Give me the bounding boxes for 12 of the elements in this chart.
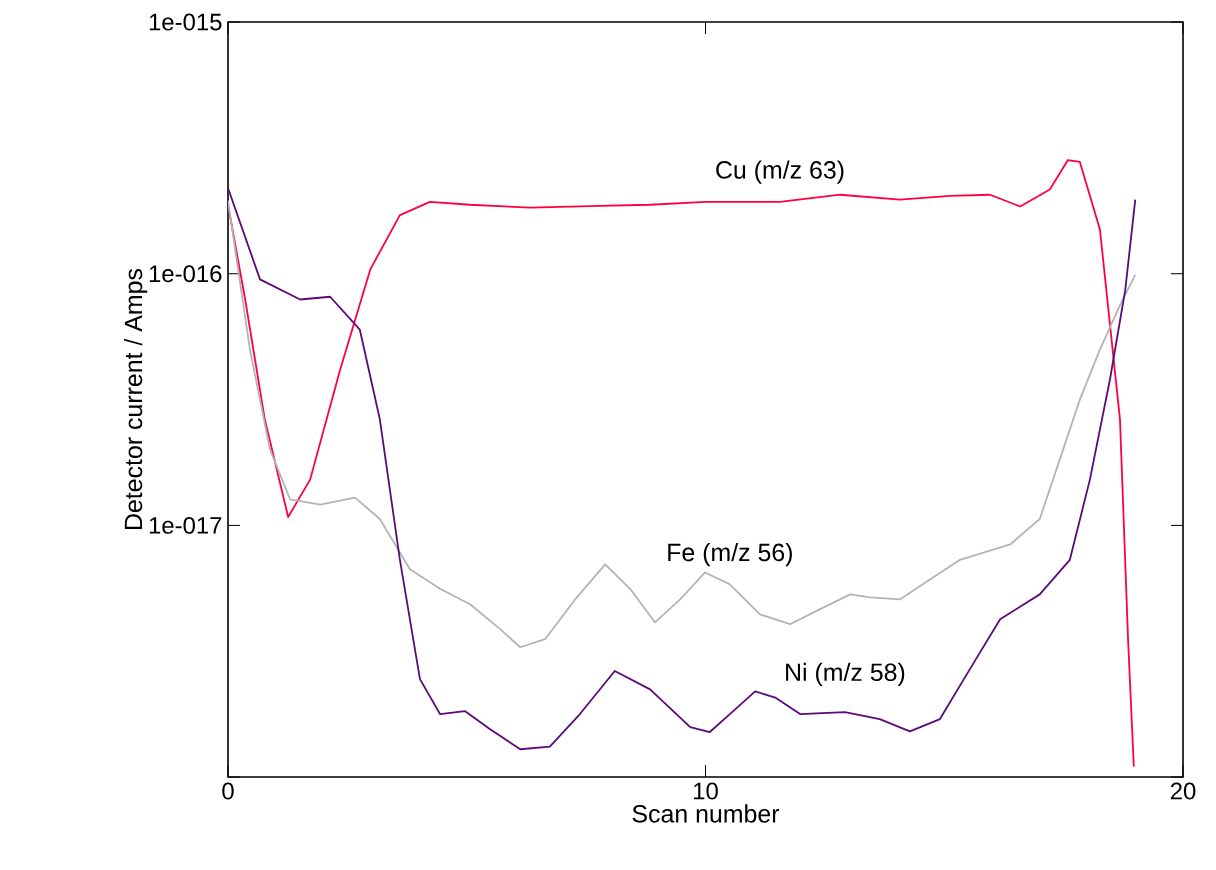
y-tick-label: 1e-016 [149, 265, 222, 283]
x-axis-title: Scan number [632, 804, 780, 823]
series-label: Fe (m/z 56) [668, 542, 792, 567]
y-axis-title: Detector current / Amps [123, 268, 148, 530]
line-series [228, 199, 1137, 649]
x-tick-label: 20 [1170, 782, 1196, 800]
x-tick-label: 10 [694, 782, 718, 800]
y-tick-label: 1e-015 [149, 13, 222, 31]
y-tick-label: 1e-017 [149, 516, 222, 534]
series-label: Cu (m/z 63) [716, 160, 844, 184]
x-tick-label: 0 [222, 782, 234, 800]
series-label: Ni (m/z 58) [786, 662, 905, 687]
